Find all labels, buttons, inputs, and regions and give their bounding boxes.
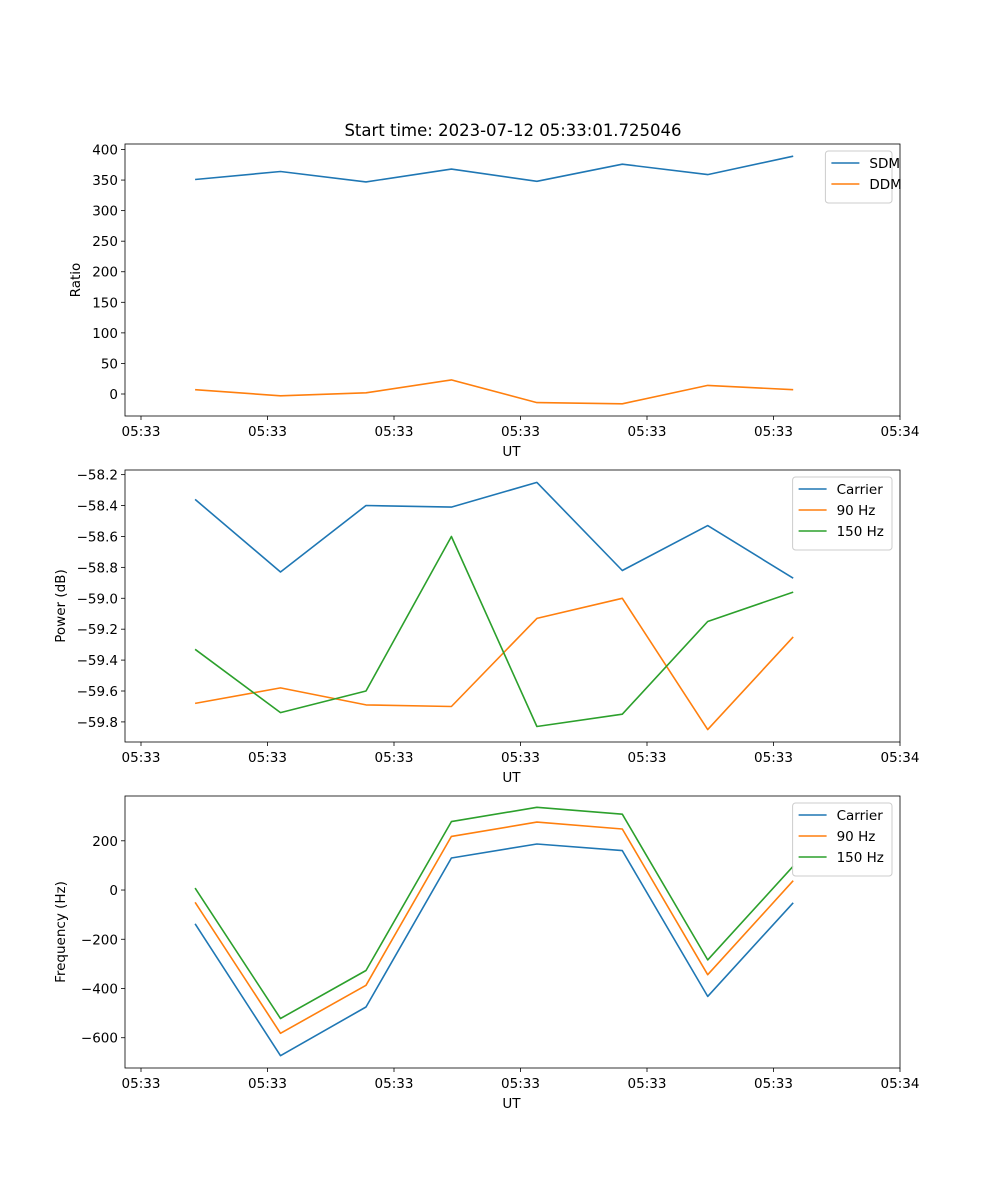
y-tick-label: 50 [101, 356, 118, 372]
chart-panel-2: −59.8 −59.6 −59.4 −59.2 −59.0 −58.8 −58.6 −58.4… [53, 468, 919, 786]
x-tick-label: 05:33 [501, 750, 540, 766]
y-tick-label: 0 [109, 387, 118, 403]
series-line-carrier [194, 843, 794, 1057]
x-tick-label: 05:33 [754, 1076, 793, 1092]
x-tick-label: 05:33 [375, 750, 414, 766]
y-tick-label: 350 [92, 173, 118, 189]
x-axis-label: UT [502, 770, 521, 786]
y-tick-label: 100 [92, 326, 118, 342]
y-tick-label: −59.6 [77, 684, 118, 700]
series-line-sdm [195, 155, 794, 183]
y-tick-label: −200 [81, 932, 118, 948]
x-tick-label: 05:33 [754, 750, 793, 766]
x-tick-label: 05:33 [501, 424, 540, 440]
y-tick-label: −59.4 [77, 653, 118, 669]
series-line-ddm [195, 379, 794, 405]
y-tick-label: −58.8 [77, 560, 118, 576]
chart-panel-3: −600 −400 −200 0 200 05:33 05:33 05:33 05:33 05:3… [53, 795, 920, 1112]
chart-panel-1: 0 50 100 150 200 250 300 350 400 05:33 05:33 05:33 0… [68, 143, 919, 460]
y-tick-label: −400 [81, 981, 118, 997]
y-tick-label: 250 [92, 234, 118, 250]
legend-label: DDM [869, 177, 901, 193]
x-tick-label: 05:33 [248, 1076, 287, 1092]
x-tick-label: 05:33 [628, 424, 667, 440]
x-tick-label: 05:33 [122, 1076, 161, 1092]
axes-frame [124, 795, 901, 1069]
x-axis-label: UT [502, 444, 521, 460]
legend-label: 150 Hz [837, 524, 884, 540]
x-tick-label: 05:33 [248, 424, 287, 440]
y-tick-label: 0 [109, 883, 118, 899]
x-tick-label: 05:33 [122, 424, 161, 440]
x-tick-label: 05:34 [881, 1076, 920, 1092]
legend-box [824, 150, 893, 204]
y-tick-label: −59.0 [77, 591, 118, 607]
y-tick-label: −59.8 [77, 715, 118, 731]
x-tick-label: 05:33 [628, 750, 667, 766]
x-tick-label: 05:33 [248, 750, 287, 766]
x-tick-label: 05:33 [754, 424, 793, 440]
y-axis-label: Ratio [68, 263, 84, 298]
y-axis-label: Power (dB) [53, 569, 69, 642]
legend-label: SDM [869, 156, 900, 172]
y-axis-label: Frequency (Hz) [53, 881, 69, 983]
y-tick-label: 400 [92, 143, 118, 159]
legend: Carrier 90 Hz 150 Hz [792, 802, 893, 877]
series-line-150-hz [194, 806, 794, 1020]
y-tick-label: 150 [92, 295, 118, 311]
y-tick-label: 200 [92, 265, 118, 281]
x-tick-label: 05:33 [375, 424, 414, 440]
x-tick-label: 05:34 [881, 424, 920, 440]
axes-frame [124, 469, 901, 743]
legend-label: 150 Hz [837, 850, 884, 866]
legend-label: Carrier [837, 482, 884, 498]
x-tick-label: 05:33 [122, 750, 161, 766]
legend-label: Carrier [837, 808, 884, 824]
series-line-90-hz [194, 597, 794, 731]
x-tick-label: 05:33 [628, 1076, 667, 1092]
legend: SDM DDM [824, 150, 902, 204]
legend-label: 90 Hz [837, 829, 876, 845]
x-tick-label: 05:33 [375, 1076, 414, 1092]
y-tick-label: −58.6 [77, 529, 118, 545]
x-axis-label: UT [502, 1096, 521, 1112]
y-tick-label: −58.2 [77, 468, 118, 484]
panels: 0 50 100 150 200 250 300 350 400 05:33 05:33 05:33 0… [53, 143, 919, 1112]
legend: Carrier 90 Hz 150 Hz [792, 476, 893, 551]
x-tick-label: 05:34 [881, 750, 920, 766]
x-tick-label: 05:33 [501, 1076, 540, 1092]
y-tick-label: −600 [81, 1031, 118, 1047]
axes-frame [124, 143, 901, 417]
series-line-carrier [194, 481, 794, 579]
y-tick-label: −59.2 [77, 622, 118, 638]
y-tick-label: −58.4 [77, 499, 118, 515]
y-tick-label: 300 [92, 204, 118, 220]
series-line-150-hz [194, 535, 794, 728]
legend-label: 90 Hz [837, 503, 876, 519]
y-tick-label: 200 [92, 834, 118, 850]
series-line-90-hz [194, 821, 794, 1035]
figure-title: Start time: 2023-07-12 05:33:01.725046 [344, 121, 681, 140]
